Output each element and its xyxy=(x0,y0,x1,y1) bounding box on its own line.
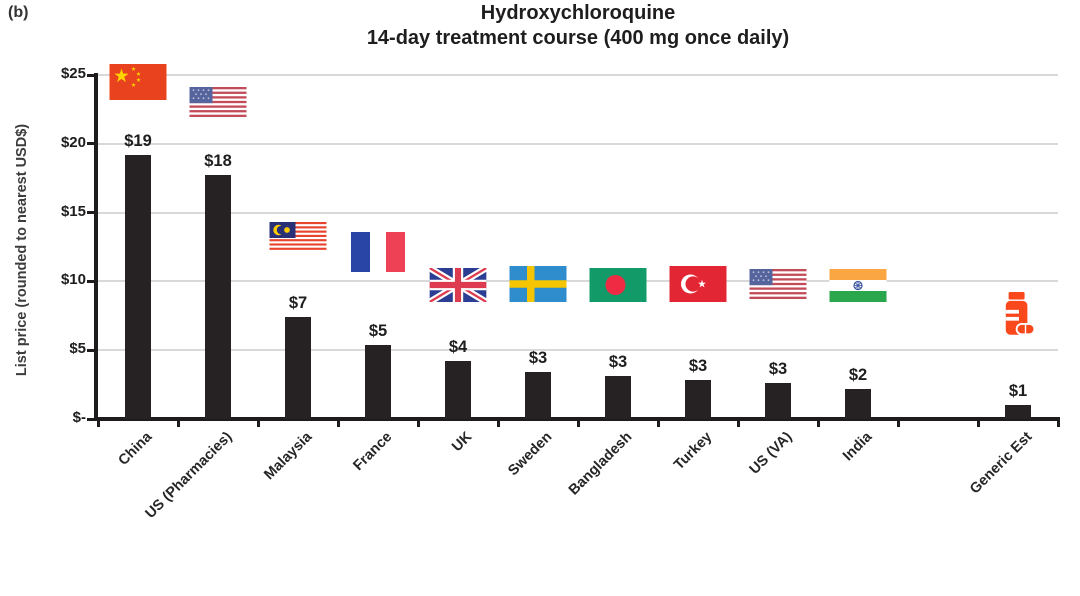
x-axis-tick xyxy=(1056,421,1060,427)
category-label: Bangladesh xyxy=(565,429,636,499)
category-label: US (Pharmacies) xyxy=(142,429,236,522)
flag-bangladesh-icon xyxy=(589,268,647,302)
bar xyxy=(765,383,791,419)
flag-malaysia-icon xyxy=(269,222,327,252)
x-axis-tick xyxy=(736,421,740,427)
plot-area xyxy=(98,74,1058,419)
y-tick-label: $10 xyxy=(60,271,86,289)
bar xyxy=(125,154,151,419)
pill-bottle-icon xyxy=(1001,292,1036,339)
gridline xyxy=(98,280,1058,283)
x-axis-tick xyxy=(96,421,100,427)
chart-subtitle: 14-day treatment course (400 mg once dai… xyxy=(366,27,790,49)
bar-value-label: $4 xyxy=(448,338,468,357)
y-axis-tick xyxy=(87,279,94,283)
bar-value-label: $3 xyxy=(608,352,628,371)
x-axis-tick xyxy=(656,421,660,427)
x-axis-line xyxy=(94,417,1060,421)
flag-usa-icon xyxy=(749,269,807,299)
price-comparison-chart: (b) Hydroxychloroquine 14-day treatment … xyxy=(8,2,1060,522)
flag-uk-icon xyxy=(427,265,489,305)
category-label: Turkey xyxy=(671,429,716,474)
bar-value-label: $1 xyxy=(1008,381,1028,400)
y-tick-label: $- xyxy=(72,409,86,426)
y-axis-tick xyxy=(87,142,94,146)
flag-china-icon xyxy=(109,64,167,100)
bar-value-label: $2 xyxy=(848,365,868,384)
y-axis-tick xyxy=(87,348,94,352)
y-axis-line xyxy=(94,73,98,421)
flag-turkey-icon xyxy=(669,266,727,302)
x-axis-tick xyxy=(576,421,580,427)
x-axis-tick xyxy=(256,421,260,427)
x-axis-tick xyxy=(976,421,980,427)
y-tick-label: $25 xyxy=(60,65,86,82)
category-label: Malaysia xyxy=(261,429,316,484)
bar xyxy=(365,345,391,419)
bar-value-label: $7 xyxy=(288,294,308,313)
y-tick-label: $5 xyxy=(69,340,86,358)
bar-value-label: $5 xyxy=(368,322,388,341)
category-label: India xyxy=(840,429,876,465)
category-label: China xyxy=(115,429,156,469)
bar xyxy=(605,375,631,419)
x-axis-tick xyxy=(416,421,420,427)
bar-value-label: $3 xyxy=(528,349,548,368)
chart-title: Hydroxychloroquine xyxy=(480,2,676,24)
bar xyxy=(525,372,551,419)
category-label: UK xyxy=(449,429,476,456)
gridline xyxy=(98,211,1058,214)
bar-value-label: $3 xyxy=(768,360,788,379)
bar-value-label: $19 xyxy=(124,131,152,150)
x-axis-tick xyxy=(816,421,820,427)
y-axis-title: List price (rounded to nearest USD$) xyxy=(14,123,30,377)
gridline xyxy=(98,142,1058,145)
bar-value-label: $18 xyxy=(204,152,232,171)
bar xyxy=(285,317,311,419)
flag-usa-icon xyxy=(189,87,247,117)
category-label: US (VA) xyxy=(746,429,796,478)
flag-india-icon xyxy=(829,269,887,302)
panel-label: (b) xyxy=(8,4,29,21)
x-axis-tick xyxy=(896,421,900,427)
flag-france-icon xyxy=(351,232,405,272)
y-axis-tick xyxy=(87,211,94,215)
gridline xyxy=(98,349,1058,352)
bar xyxy=(685,380,711,419)
bar xyxy=(845,388,871,419)
category-label: Generic Est xyxy=(967,429,1036,498)
bar xyxy=(205,175,231,419)
bar xyxy=(1005,404,1031,419)
y-tick-label: $15 xyxy=(60,202,86,220)
category-label: Sweden xyxy=(505,429,556,480)
gridline xyxy=(98,74,1058,76)
category-label: France xyxy=(350,429,396,474)
bar-value-label: $3 xyxy=(688,357,708,376)
x-axis-tick xyxy=(496,421,500,427)
bar xyxy=(445,361,471,419)
flag-sweden-icon xyxy=(509,266,567,302)
x-axis-tick xyxy=(176,421,180,427)
y-axis-tick xyxy=(87,417,94,421)
y-tick-label: $20 xyxy=(60,133,86,151)
x-axis-tick xyxy=(336,421,340,427)
y-axis-tick xyxy=(87,73,94,77)
